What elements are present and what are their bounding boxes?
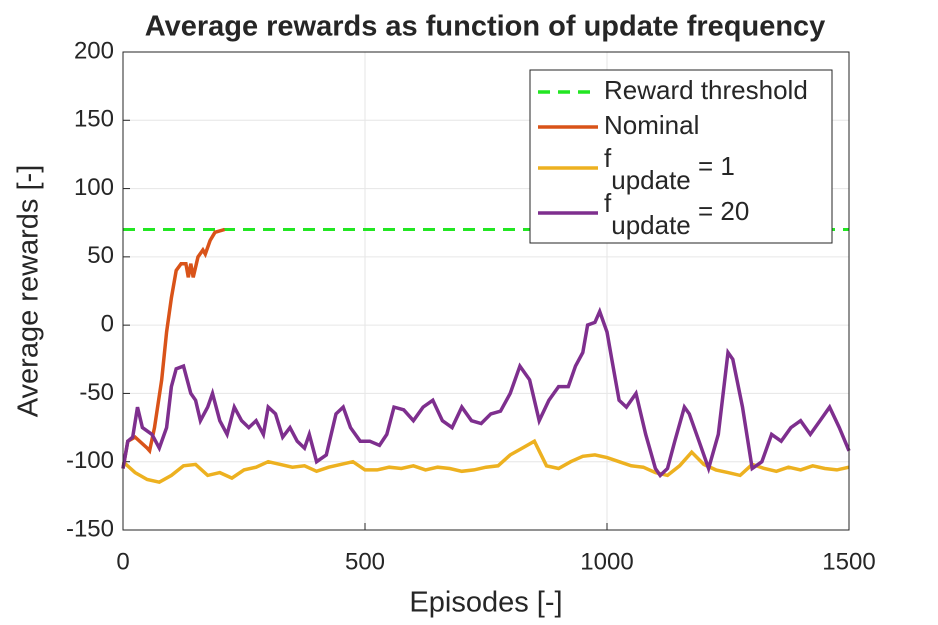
x-tick-label: 1500 (822, 548, 875, 575)
series-line (121, 227, 226, 469)
y-tick-label: -100 (66, 447, 114, 474)
y-axis-label: Average rewards [-] (13, 165, 45, 418)
y-tick-label: 50 (87, 242, 114, 269)
y-tick-label: -50 (79, 379, 114, 406)
y-tick-label: 0 (101, 310, 114, 337)
series-line (121, 306, 851, 479)
x-tick-label: 0 (116, 548, 129, 575)
x-tick-label: 500 (345, 548, 385, 575)
legend-label: fupdate = 20 (604, 188, 749, 240)
y-tick-label: 150 (74, 106, 114, 133)
legend-label: Nominal (604, 110, 699, 140)
chart-title: Average rewards as function of update fr… (145, 11, 826, 43)
x-axis-label: Episodes [-] (409, 587, 562, 619)
y-tick-label: 200 (74, 37, 114, 64)
axes-box (122, 51, 850, 531)
legend-label: Reward threshold (604, 75, 808, 105)
x-tick-label: 1000 (580, 548, 633, 575)
y-tick-label: 100 (74, 174, 114, 201)
legend-label: fupdate = 1 (604, 143, 735, 195)
series-line (121, 438, 850, 485)
y-tick-label: -150 (66, 515, 114, 542)
